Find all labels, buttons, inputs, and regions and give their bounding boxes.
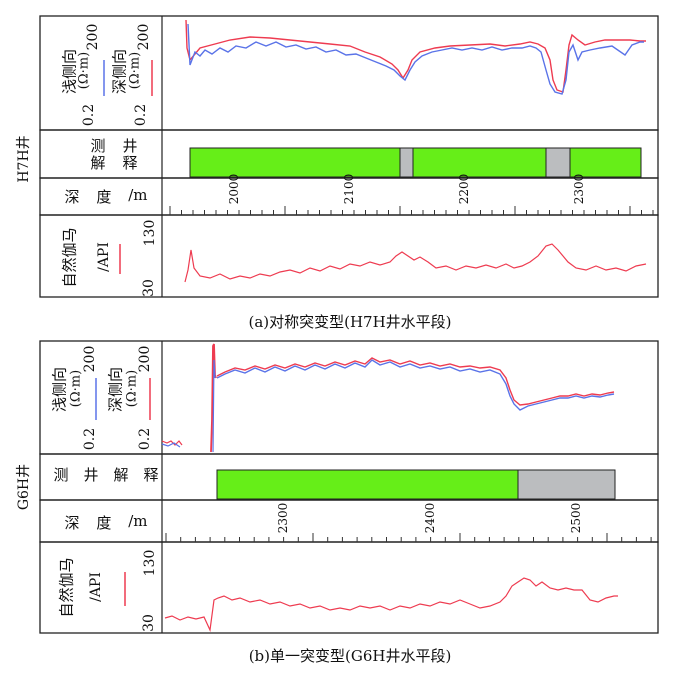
interp-bar-gray [545,147,571,178]
panel-b-spike-blue [212,359,216,453]
panel-b-interp-label: 测 井 解 释 [53,466,159,484]
panel-a-depth-label: 深 度 /m [64,186,148,206]
panel-a-shallow-min: 0.2 [81,103,97,127]
panel-b-tick-label: 2400 [423,502,437,534]
panel-a-gamma-max: 130 [142,219,158,247]
panel-a-deep-curve [185,19,646,93]
panel-a-deep-max: 200 [136,23,152,51]
panel-b-deep-label: 深侧向 [106,367,125,413]
panel-a-gamma-curve [184,243,647,283]
panel-b-deep-curve [216,357,615,406]
panel-b-tick-label: 2500 [569,502,583,534]
interp-bar-gray [399,147,414,178]
panel-b-shallow-unit: (Ω·m) [68,369,84,408]
interp-bar-green [569,147,642,178]
interp-bar-green [412,147,547,178]
panel-a-tick-label: 2300 [572,173,586,205]
panel-b-tick-label: 2300 [276,502,290,534]
panel-a-tick-label: 2000 [227,173,241,205]
panel-b-depth-ticks [165,533,652,542]
panel-b-shallow-min: 0.2 [82,427,98,451]
panel-a-shallow-label: 浅侧向 [60,49,79,95]
panel-a-gamma-min: 30 [141,279,157,297]
interp-bar-green [189,147,401,178]
panel-b-gamma-label: 自然伽马 [57,557,76,618]
interp-bar-gray [517,469,616,500]
panel-a-deep-label: 深侧向 [110,49,129,95]
panel-a-shallow-curve [187,23,644,95]
interp-bar-green [216,469,519,500]
panel-a-well-label: H7H井 [16,135,32,183]
panel-a-shallow-max: 200 [85,23,101,51]
panel-b-caption: (b)单一突变型(G6H井水平段) [248,647,452,665]
panel-b-deep-min: 0.2 [137,427,153,451]
panel-a-caption: (a)对称突变型(H7H井水平段) [248,313,452,331]
panel-a-tick-label: 2200 [457,173,471,205]
panel-b-interp-bars [216,469,616,500]
panel-a-tick-label: 2100 [342,173,356,205]
panel-b-deep-max: 200 [137,345,153,373]
panel-b-shallow-label: 浅侧向 [50,367,69,413]
panel-a-gamma-track [39,214,659,298]
panel-b-gamma-min: 30 [141,614,157,632]
panel-b-gamma-max: 130 [142,549,158,577]
panel-b-shallow-max: 200 [82,345,98,373]
panel-b-well-label: G6H井 [16,463,32,511]
panel-b-depth-label: 深 度 /m [64,512,148,532]
panel-b-gamma-curve [164,577,618,633]
panel-b-gamma-track [39,541,659,634]
panel-a-deep-min: 0.2 [133,103,149,127]
panel-a-interp-label: 测 井 解 释 [90,137,138,172]
panel-a-depth-ticks [169,206,654,215]
panel-a-gamma-unit: /API [96,242,112,272]
panel-a-gamma-label: 自然伽马 [60,227,79,288]
panel-b-low-segment-blue [161,442,181,448]
panel-b-gamma-unit: /API [88,572,104,602]
panel-a-interp-bars [189,147,642,178]
panel-b-shallow-curve [216,359,615,411]
